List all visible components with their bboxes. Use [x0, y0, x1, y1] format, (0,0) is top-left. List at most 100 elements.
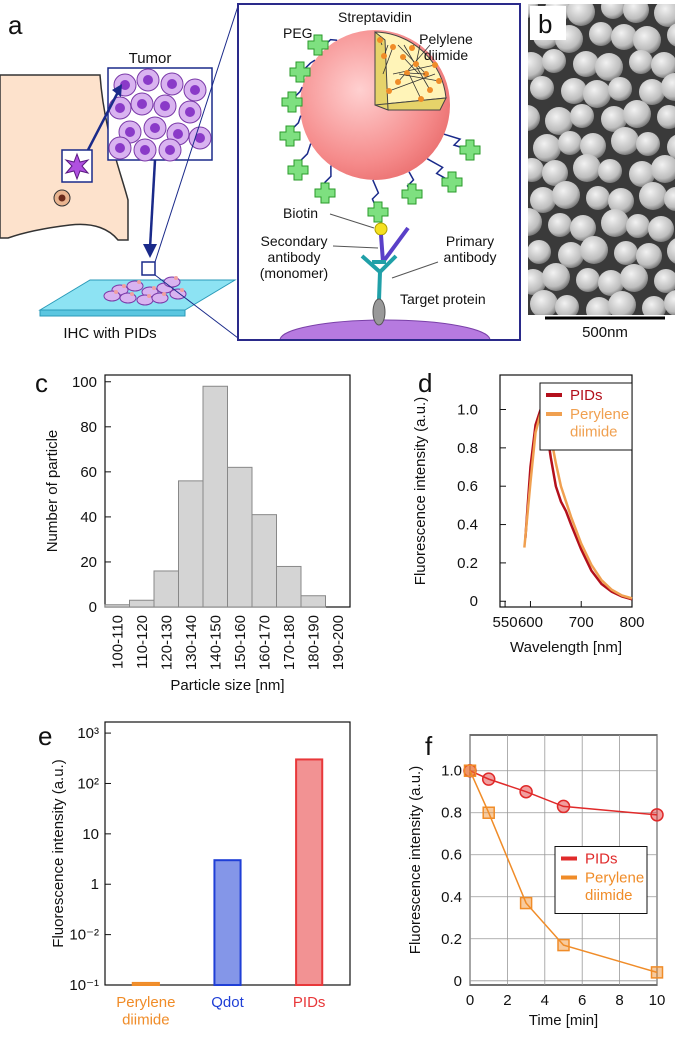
bead [608, 291, 636, 315]
streptavidin-unit [401, 183, 423, 205]
bead [642, 296, 666, 315]
bead [567, 4, 595, 26]
strand [403, 44, 431, 91]
line [469, 770, 658, 974]
bead [623, 4, 649, 23]
x-tick-label: 150-160 [232, 615, 249, 670]
y-tick-label: 0.8 [441, 805, 462, 822]
bead [629, 161, 655, 187]
bead [528, 240, 551, 264]
pointer [329, 213, 375, 229]
bead [598, 270, 624, 296]
legend-label: Perylene diimide [570, 406, 629, 440]
x-tick-label: 700 [569, 614, 594, 631]
dot [114, 290, 118, 294]
nipple-center [58, 194, 66, 202]
dye [427, 87, 433, 93]
streptavidin [279, 34, 481, 223]
nucleus [150, 123, 160, 133]
bead [611, 127, 639, 155]
streptavidin-unit [289, 61, 311, 83]
x-tick-label: 160-170 [256, 615, 273, 670]
strand [382, 46, 394, 75]
y-axis-label: Fluorescence intensity (a.u.) [50, 759, 67, 947]
zoom-box [141, 261, 156, 276]
line [469, 770, 658, 816]
nucleus [140, 145, 150, 155]
dot [152, 286, 156, 290]
panel-b: b 500nm [528, 4, 675, 341]
dot [137, 280, 141, 284]
y-tick-label: 0 [89, 599, 97, 616]
panel-a: a Tumor IHC with PIDs PEG Streptavidin P… [0, 3, 521, 342]
y-tick-label: 1.0 [457, 402, 478, 419]
x-tick-label: 800 [619, 614, 644, 631]
bead [555, 295, 579, 315]
dot [147, 294, 151, 298]
legend-label: PIDs [585, 851, 618, 868]
y-tick-label: 10 [82, 826, 99, 843]
y-tick-label: 0.2 [457, 555, 478, 572]
bead [636, 132, 660, 156]
bead [608, 188, 634, 214]
label: Biotin [283, 205, 318, 221]
streptavidin-unit [459, 139, 481, 161]
bar [300, 595, 326, 608]
bar [251, 514, 277, 608]
bead [639, 79, 665, 105]
strand [408, 73, 422, 100]
dye [418, 96, 424, 102]
marker [557, 938, 570, 952]
bead [558, 131, 582, 155]
pointer [391, 261, 439, 279]
dot [162, 292, 166, 296]
slide-edge [39, 309, 186, 317]
y-axis-label: Number of particle [44, 430, 61, 553]
y-tick-label: 0.6 [457, 478, 478, 495]
cell-membrane [279, 319, 491, 339]
bead [661, 73, 675, 101]
bead [623, 100, 651, 128]
y-tick-label: 0 [470, 593, 478, 610]
bead [530, 76, 554, 100]
bead [664, 187, 675, 211]
nucleus [125, 127, 135, 137]
nucleus [115, 103, 125, 113]
y-tick-label: 10⁻² [69, 927, 99, 944]
panel-letter: d [418, 368, 432, 398]
bar [104, 604, 130, 608]
dye [400, 54, 406, 60]
bead [528, 105, 540, 131]
y-tick-label: 1 [91, 876, 99, 893]
y-tick-label: 0 [454, 973, 462, 990]
bar [129, 599, 155, 608]
label: Tumor [129, 50, 172, 67]
bead [528, 52, 545, 80]
marker [481, 772, 496, 786]
bead [648, 216, 674, 242]
x-tick-label: 120-130 [158, 615, 175, 670]
bead [667, 23, 675, 47]
bar [202, 385, 228, 608]
bar [295, 758, 324, 986]
dye [390, 44, 396, 50]
nucleus [173, 129, 183, 139]
x-tick-label: 130-140 [183, 615, 200, 670]
x-tick-label: 600 [518, 614, 543, 631]
bead [639, 182, 667, 210]
nucleus [143, 75, 153, 85]
bead [601, 106, 627, 132]
marker [482, 806, 495, 819]
tumor-cells [108, 68, 212, 162]
label: IHC with PIDs [63, 325, 156, 342]
x-tick-label: Perylene diimide [116, 994, 175, 1028]
bead [561, 78, 587, 104]
nucleus [167, 79, 177, 89]
y-tick-label: 0.4 [441, 889, 462, 906]
bead [608, 77, 632, 101]
bead [558, 242, 584, 268]
y-axis-label: Fluorescence intensity (a.u.) [407, 766, 424, 954]
x-axis-label: Time [min] [529, 1012, 598, 1029]
marker [519, 896, 533, 910]
y-tick-label: 10³ [77, 725, 99, 742]
